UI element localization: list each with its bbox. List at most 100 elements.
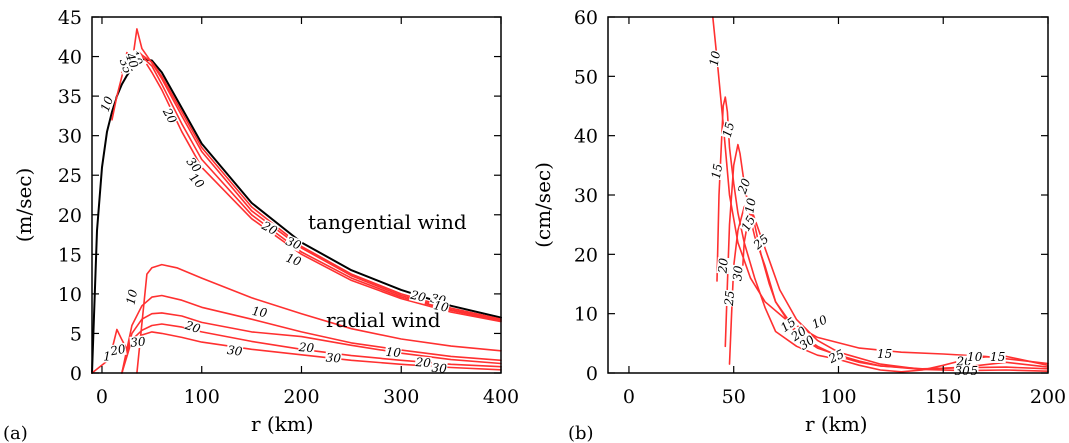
panel-b-contour-label-0: 10 [707,49,723,68]
contour-label-background [826,347,847,366]
panel-b-contour-label-20: 30 [954,364,971,378]
panel-b-y-axis-title: (cm/sec) [531,162,555,248]
contour-label-background [432,298,451,315]
contour-label-text: 10 [742,197,759,215]
contour-label-text: 30 [226,343,243,359]
contour-label-background [186,170,207,191]
contour-label-background [225,343,244,358]
contour-label-background [123,50,141,71]
panel-a-series-line-4 [146,63,502,323]
contour-label-text: 30 [730,265,745,282]
contour-label-background [414,356,432,370]
panel-b-x-tick-label: 50 [722,386,746,408]
panel-b-contour-label-3: 20 [735,176,754,196]
panel-a-contour-labels: 1035401020301020301020301010102030203010… [98,48,451,376]
contour-label-text: 30 [431,361,448,376]
contour-label-background [735,176,753,196]
contour-label-text: 40 [122,50,141,70]
panel-b-x-tick-label: 200 [1030,386,1066,408]
panel-a-contour-label-22: 20 [108,342,127,359]
annotation-radial-wind: radial wind [326,308,441,332]
panel-b-contour-label-10: 10 [810,312,830,331]
contour-label-background [797,333,817,353]
panel-b-series-line-4 [741,212,1049,373]
panel-a-series-line-8 [121,323,502,374]
contour-label-background [739,213,758,234]
panel-a-y-tick-label: 30 [58,126,82,148]
panel-b-contour-label-14: 25 [826,347,847,367]
contour-label-background [954,365,971,378]
contour-label-text: 15 [739,213,759,233]
contour-label-text: 30 [954,364,970,378]
panel-b-contour-label-9: 25 [722,289,737,307]
panel-a-contour-label-13: 10 [123,288,140,307]
panel-b-y-tick-label: 10 [574,304,598,326]
contour-label-background [707,49,723,68]
panel-b-series-line-0 [711,16,1049,365]
panel-a-x-tick-label: 0 [96,386,108,408]
contour-label-text: 20 [259,218,280,238]
panel-a-y-axis-title: (m/sec) [12,168,36,243]
panel-a-y-tick-label: 35 [58,86,82,108]
panel-a-contour-label-8: 30 [283,234,304,253]
contour-label-background [283,251,304,269]
panel-b-plot-frame [607,16,1049,374]
contour-label-background [283,234,304,252]
panel-b-x-axis-title: r (km) [805,412,868,436]
contour-label-text: 20 [715,257,730,275]
panel-b-contour-label-4: 10 [742,197,759,215]
panel-a-x-tick-label: 400 [483,386,519,408]
panel-b-contour-label-5: 15 [739,213,759,234]
contour-label-background [743,196,758,215]
panel-a-contour-label-2: 40 [122,50,141,70]
panel-a-contour-label-16: 30 [225,343,244,359]
panel-b-y-tick-label: 50 [574,66,598,88]
panel-a-y-tick-label: 45 [58,7,82,29]
panel-b-contour-label-15: 15 [876,347,893,361]
contour-label-background [259,219,280,238]
contour-label-background [989,351,1006,363]
panel-a-x-axis-title: r (km) [251,412,314,436]
panel-b-curves [711,16,1049,373]
contour-label-background [778,315,799,335]
panel-b-y-tick-label: 20 [574,244,598,266]
contour-label-text: 15 [990,350,1005,364]
contour-label-text: 30 [284,234,304,253]
panel-a-x-tick-label: 100 [184,386,220,408]
contour-label-background [183,318,203,336]
contour-label-text: 1 [103,349,111,363]
panel-a-contour-label-9: 10 [283,251,304,270]
panel-a-series-line-2 [121,28,502,321]
panel-b-series-line-1 [716,96,1049,373]
contour-label-background [716,257,730,275]
contour-label-background [129,335,147,349]
contour-label-text: 10 [123,288,140,306]
panel-b-contour-label-17: 10 [966,350,983,364]
contour-label-text: 10 [98,94,117,113]
panel-b-x-tick-label: 100 [820,386,856,408]
contour-label-text: 10 [385,345,402,360]
panel-a-label: (a) [3,423,28,443]
contour-label-background [124,288,140,307]
contour-label-text: 25 [750,232,771,253]
panel-b-contour-label-6: 25 [750,232,771,253]
panel-a: 1035401020301020301020301010102030203010… [3,7,519,443]
panel-a-y-tick-label: 5 [70,323,82,345]
panel-a-contour-label-3: 10 [98,94,117,113]
panel-b-contour-label-18: 15 [989,350,1006,364]
contour-label-background [408,288,428,305]
contour-label-background [731,264,745,282]
contour-label-text: 15 [720,121,737,139]
contour-label-background [966,351,983,363]
panel-a-contour-label-18: 30 [325,350,342,366]
contour-label-text: 15 [709,163,725,180]
panel-a-contour-label-7: 20 [259,218,280,238]
panel-a-y-tick-label: 25 [58,165,82,187]
contour-label-text: 10 [186,170,207,191]
panel-a-contour-label-4: 20 [160,105,180,126]
contour-label-background [160,106,179,126]
